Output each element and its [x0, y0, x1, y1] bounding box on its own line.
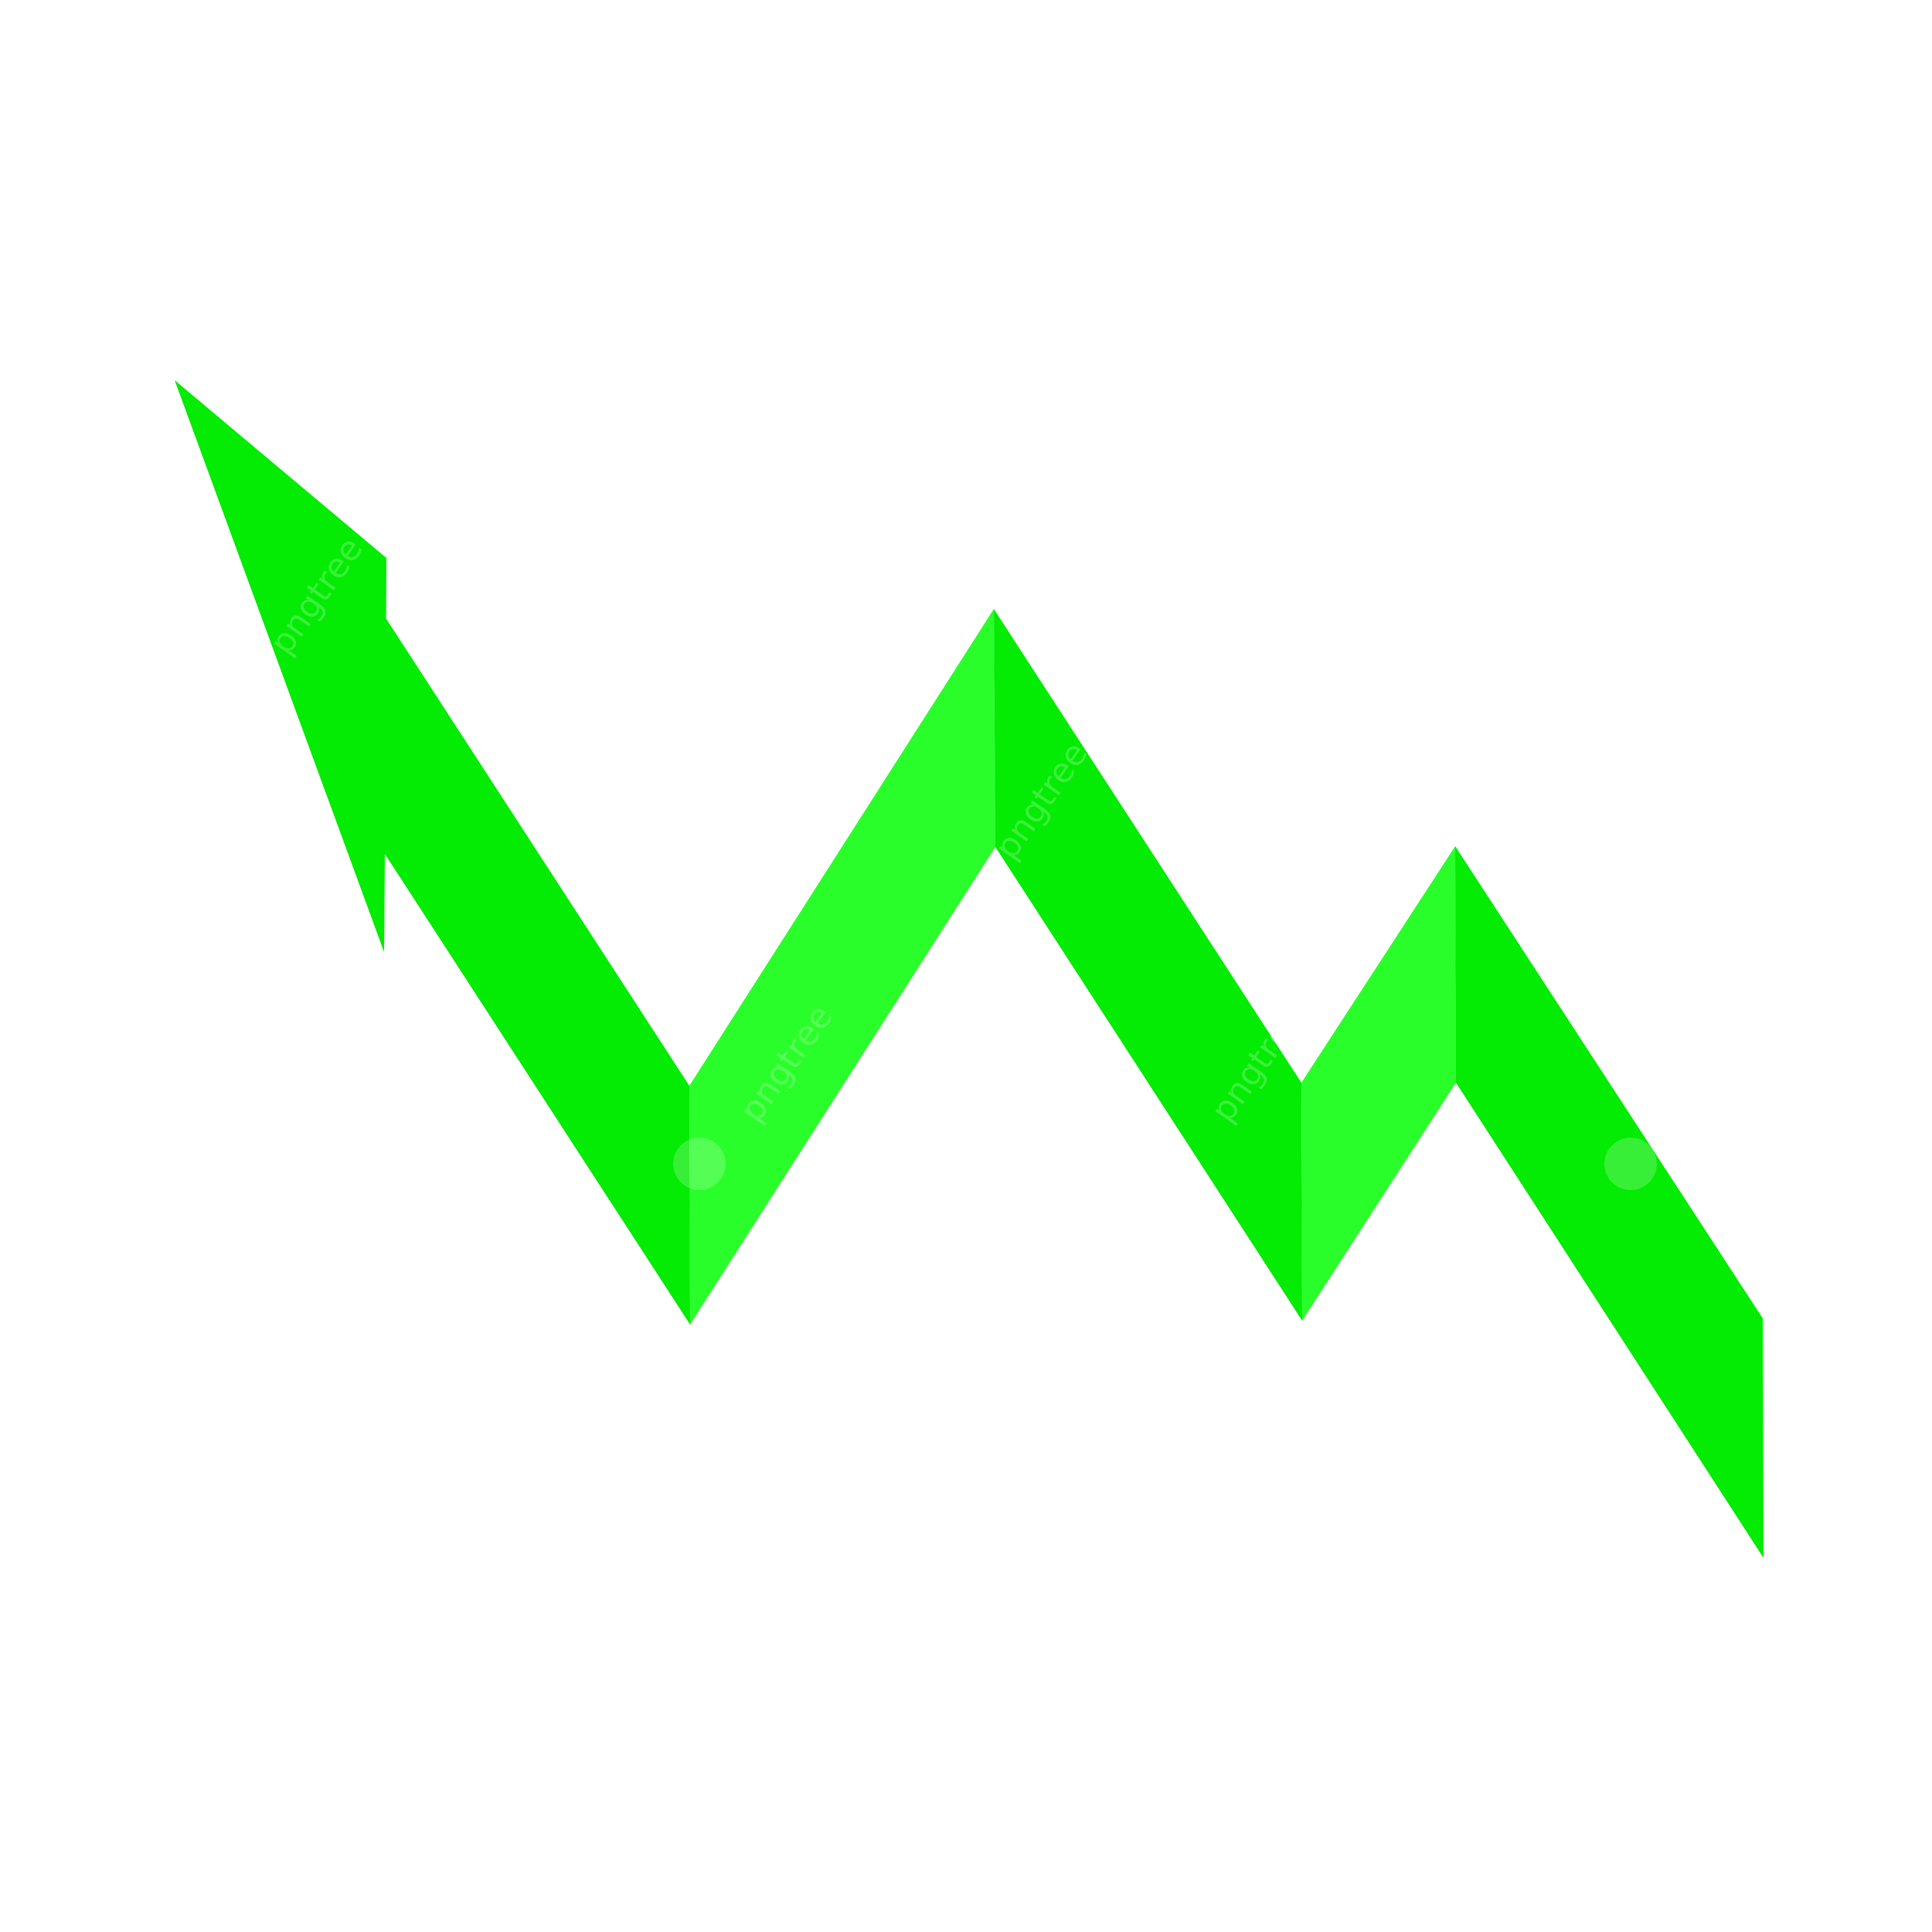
ribbon-segment-4 — [1301, 846, 1456, 1321]
watermark-logo-icon — [673, 1138, 726, 1190]
ribbon-segment-2 — [689, 609, 995, 1325]
watermark-logo-icon — [1604, 1138, 1657, 1190]
ribbon-segment-1 — [384, 558, 690, 1325]
ribbon-segment-3 — [994, 609, 1302, 1321]
ribbon-segment-5 — [1455, 846, 1764, 1558]
arrow-head — [175, 380, 386, 952]
